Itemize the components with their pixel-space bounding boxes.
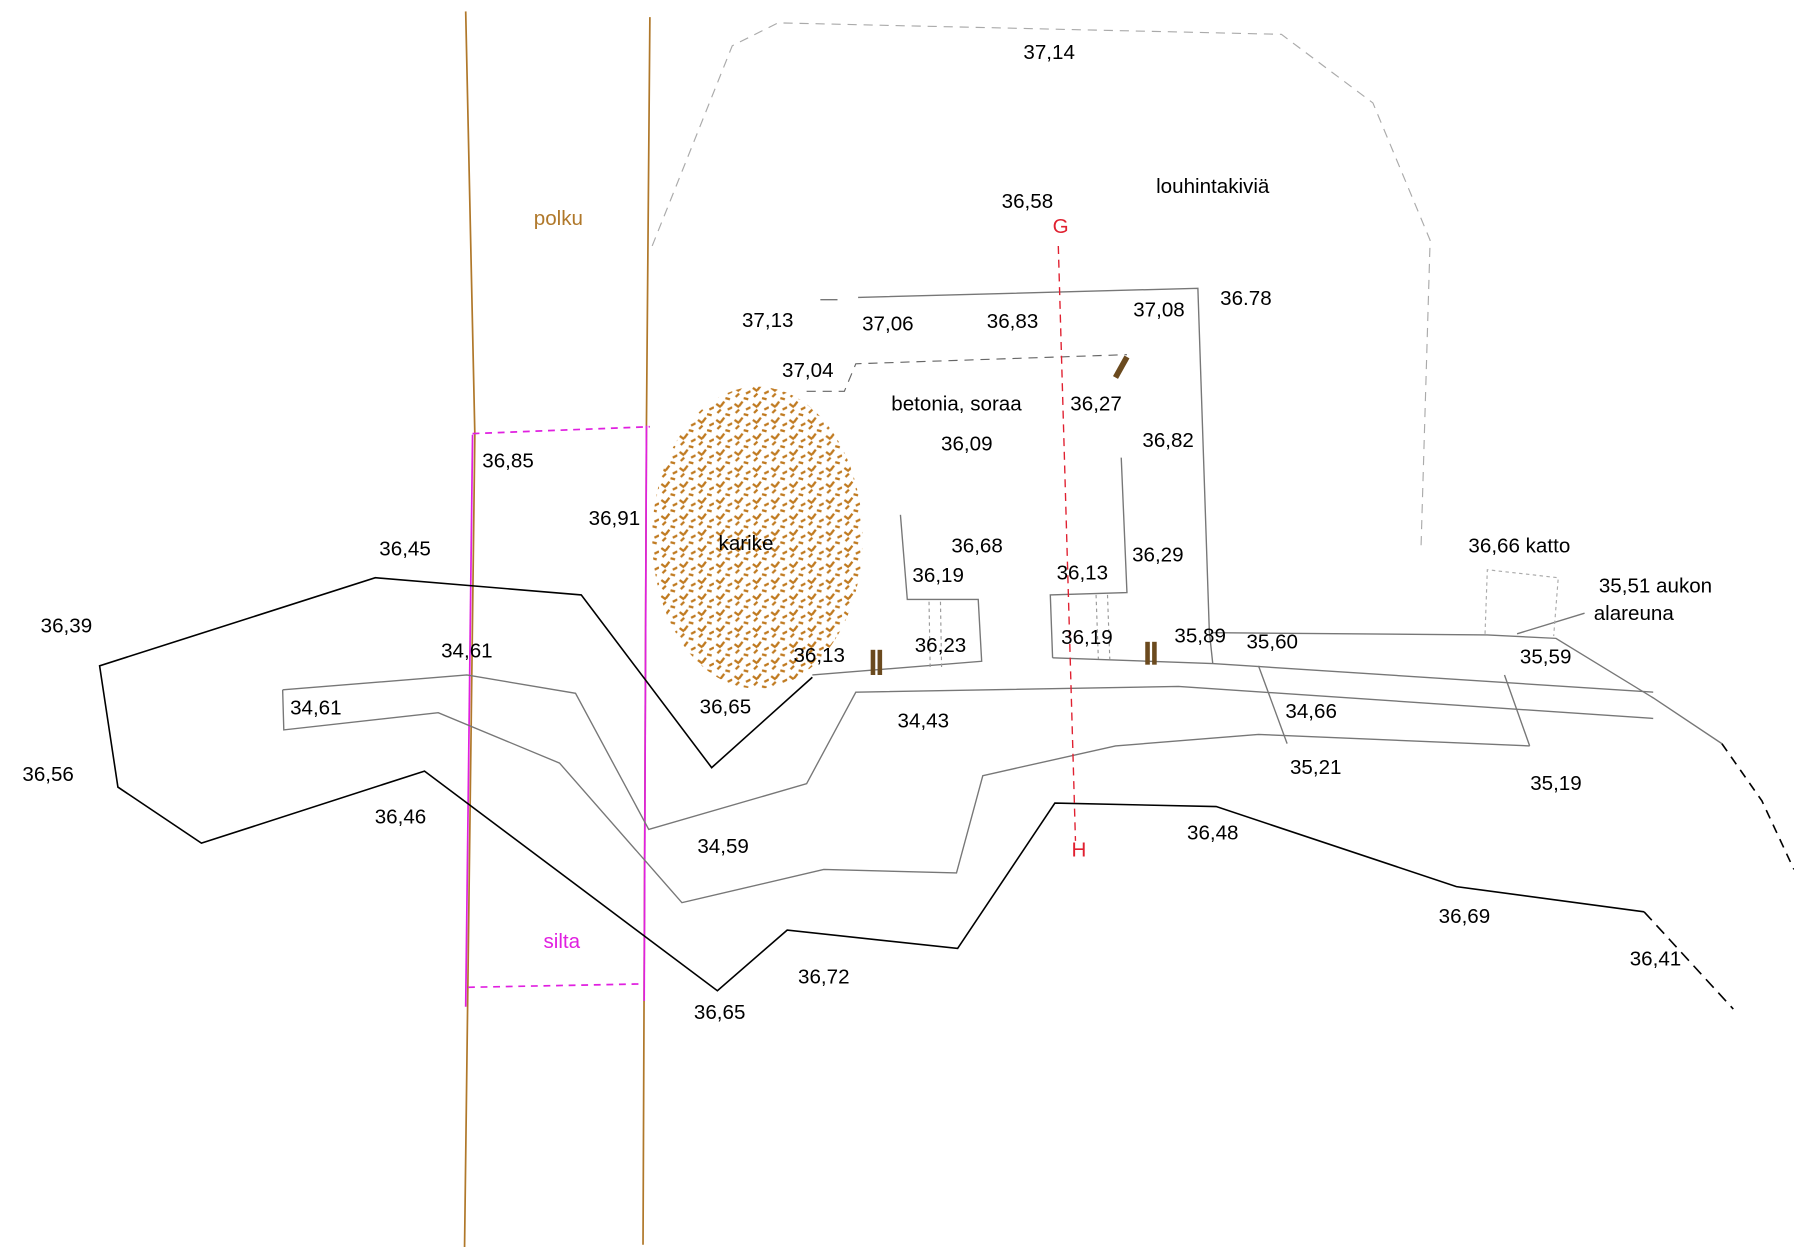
plan-label: 36,66 katto — [1468, 534, 1570, 557]
plan-label: 37,04 — [782, 359, 834, 382]
plan-label: karike — [719, 532, 774, 555]
plan-label: 36,29 — [1132, 543, 1184, 566]
drawing-lines — [100, 11, 1794, 1247]
plan-label: 34,59 — [697, 835, 749, 858]
plan-label: 34,61 — [290, 697, 342, 720]
plan-label: 35,89 — [1174, 625, 1226, 648]
plan-label: 36,46 — [375, 805, 427, 828]
plan-label: 34,61 — [441, 640, 493, 663]
plan-label: 36,72 — [798, 966, 850, 989]
plan-label: 36.78 — [1220, 287, 1272, 310]
plan-label: 36,91 — [589, 507, 641, 530]
site-plan: 37,14 louhintakiviä 36,58Gpolku 37,13 37,06 3… — [0, 0, 1794, 1247]
plan-label: 37,14 — [1023, 41, 1075, 64]
plan-label: 36,83 — [987, 310, 1039, 333]
plan-label: polku — [534, 207, 583, 230]
plan-label: G — [1053, 215, 1069, 238]
plan-label: 34,66 — [1285, 700, 1337, 723]
plan-label: 36,39 — [41, 614, 93, 637]
plan-label: 35,19 — [1530, 772, 1582, 795]
plan-label: alareuna — [1594, 602, 1675, 625]
plan-label: 36,82 — [1142, 429, 1194, 452]
plan-label: 37,06 — [862, 312, 914, 335]
plan-label: 36,19 — [1061, 626, 1113, 649]
plan-label: silta — [543, 930, 580, 953]
plan-label: 37,08 — [1133, 299, 1185, 322]
plan-label: 36,27 — [1070, 392, 1122, 415]
plan-label: 36,65 — [700, 696, 752, 719]
plan-label: 36,85 — [482, 450, 534, 473]
plan-label: 36,13 — [1057, 562, 1109, 585]
plan-label: betonia, soraa — [891, 392, 1022, 415]
plan-label: 35,51 aukon — [1599, 574, 1712, 597]
plan-label: 36,41 — [1630, 947, 1681, 970]
plan-label: 36,69 — [1439, 905, 1491, 928]
plan-label: 36,13 — [793, 644, 845, 667]
plan-label: 36,65 — [694, 1001, 746, 1024]
plan-label: 36,48 — [1187, 821, 1239, 844]
plan-label: 35,60 — [1246, 630, 1297, 653]
plan-label: 35,21 — [1290, 756, 1341, 779]
plan-label: 36,19 — [912, 564, 964, 587]
plan-label: 36,56 — [22, 763, 74, 786]
plan-label: 36,68 — [951, 534, 1003, 557]
plan-label: louhintakiviä — [1156, 175, 1270, 198]
plan-label: 35,59 — [1520, 645, 1571, 668]
plan-label: 36,09 — [941, 432, 993, 455]
plan-label: 37,13 — [742, 309, 794, 332]
plan-label: 36,45 — [379, 538, 431, 561]
plan-label: 36,23 — [915, 634, 967, 657]
plan-label: 36,58 — [1002, 190, 1054, 213]
plan-label: 34,43 — [898, 709, 950, 732]
plan-label: H — [1071, 839, 1086, 862]
